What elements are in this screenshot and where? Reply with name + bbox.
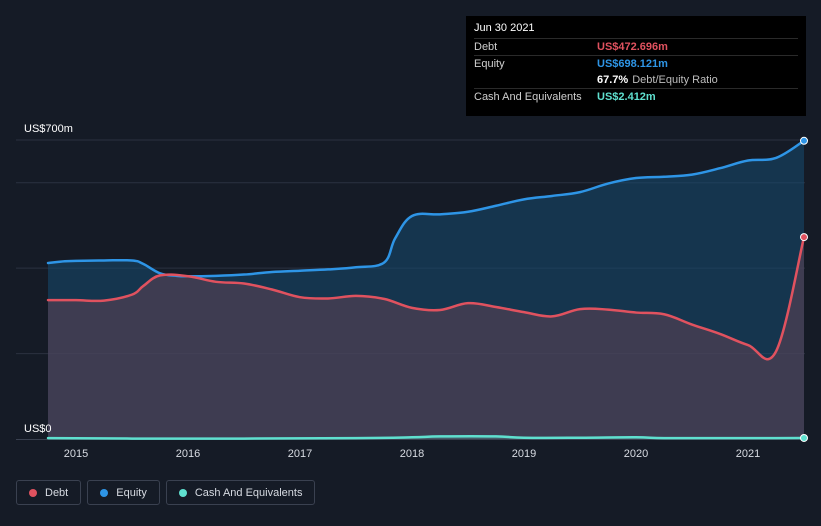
legend-label: Debt (45, 486, 69, 499)
x-tick-label: 2015 (64, 448, 88, 460)
tooltip-row-ratio: 67.7% Debt/Equity Ratio (474, 72, 798, 88)
equity-line (46, 139, 806, 278)
debt-line (46, 235, 806, 361)
legend-label: Equity (116, 486, 147, 499)
legend-label: Cash And Equivalents (194, 486, 303, 499)
x-tick-label: 2016 (176, 448, 200, 460)
series-areas (48, 140, 804, 439)
x-tick-label: 2018 (400, 448, 424, 460)
x-tick-label: 2020 (624, 448, 648, 460)
debt-dot-icon (29, 488, 37, 497)
tooltip-value: US$698.121m (597, 58, 668, 70)
tooltip-ratio-label: Debt/Equity Ratio (632, 74, 718, 86)
legend-item-debt[interactable]: Debt (16, 480, 82, 505)
cash-and-equivalents-line (46, 435, 806, 440)
tooltip-label: Debt (474, 41, 498, 53)
tooltip-value: US$472.696m (597, 41, 668, 53)
series-end-markers (800, 136, 808, 442)
tooltip-row-debt: Debt US$472.696m (474, 38, 798, 55)
x-axis-ticks: 2015 2016 2017 2018 2019 2020 2021 (64, 448, 760, 460)
series-lines (46, 139, 806, 440)
tooltip-label: Equity (474, 58, 505, 70)
x-tick-label: 2017 (288, 448, 312, 460)
debt-end-point (800, 233, 808, 242)
data-tooltip: Jun 30 2021 Debt US$472.696m Equity US$6… (466, 16, 806, 116)
tooltip-label: Cash And Equivalents (474, 91, 582, 103)
tooltip-value: 67.7% (597, 74, 629, 86)
tooltip-value: US$2.412m (597, 91, 656, 103)
cash-dot-icon (178, 488, 187, 497)
x-tick-label: 2019 (512, 448, 536, 460)
legend-item-cash[interactable]: Cash And Equivalents (165, 480, 316, 505)
debt-area (48, 237, 804, 439)
x-tick-label: 2021 (736, 448, 760, 460)
tooltip-date: Jun 30 2021 (474, 22, 535, 34)
equity-end-point (800, 136, 808, 145)
tooltip-row-cash: Cash And Equivalents US$2.412m (474, 88, 798, 105)
tooltip-row-equity: Equity US$698.121m (474, 55, 798, 72)
cash-and-equivalents-end-point (800, 433, 808, 442)
y-axis-top-label: US$700m (24, 123, 73, 135)
legend-item-equity[interactable]: Equity (87, 480, 160, 505)
y-axis-bottom-label: US$0 (24, 423, 52, 435)
chart-legend: Debt Equity Cash And Equivalents (16, 480, 316, 505)
equity-dot-icon (100, 488, 109, 497)
